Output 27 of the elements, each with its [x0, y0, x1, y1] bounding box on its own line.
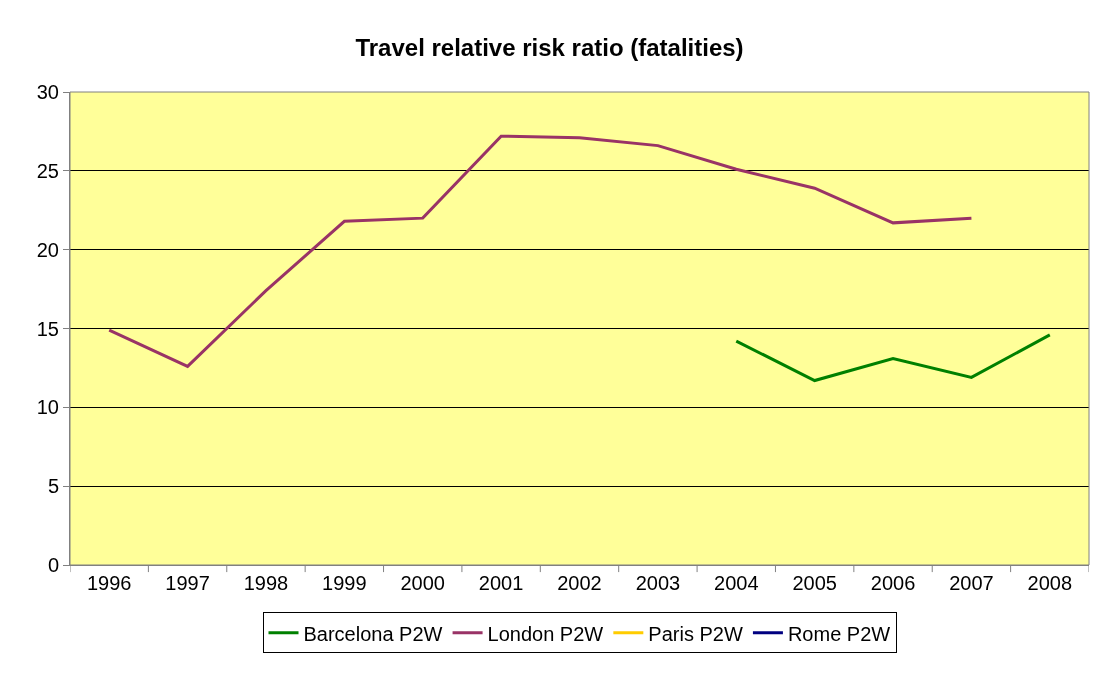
y-tick-label: 0 [47, 554, 59, 576]
legend-label: Rome P2W [787, 622, 891, 645]
x-tick-label: 2001 [478, 572, 524, 594]
line-series [734, 333, 1052, 383]
legend-label: London P2W [487, 622, 604, 645]
x-tick-label: 2003 [635, 572, 681, 594]
x-tick-label: 1998 [243, 572, 289, 594]
x-tick-label: 2007 [949, 572, 994, 594]
y-tick-label: 10 [36, 396, 59, 419]
y-tick-label: 20 [36, 238, 59, 261]
x-tick-label: 2000 [400, 572, 445, 594]
x-tick-label: 2006 [870, 572, 916, 594]
line-series [107, 134, 973, 368]
x-tick-label: 2002 [557, 572, 602, 594]
x-tick-label: 2005 [792, 572, 837, 594]
x-tick-label: 1996 [86, 572, 132, 594]
y-tick-label: 25 [36, 159, 59, 182]
y-tick-label: 30 [36, 81, 59, 103]
y-tick-label: 15 [36, 317, 59, 340]
legend-label: Paris P2W [648, 622, 743, 645]
chart-title: Travel relative risk ratio (fatalities) [355, 33, 744, 61]
y-tick-label: 5 [47, 475, 59, 498]
x-tick-label: 1999 [322, 572, 367, 594]
x-tick-label: 2004 [714, 572, 759, 594]
x-tick-label: 2008 [1027, 572, 1073, 594]
x-tick-label: 1997 [165, 572, 210, 594]
legend-label: Barcelona P2W [303, 622, 443, 645]
